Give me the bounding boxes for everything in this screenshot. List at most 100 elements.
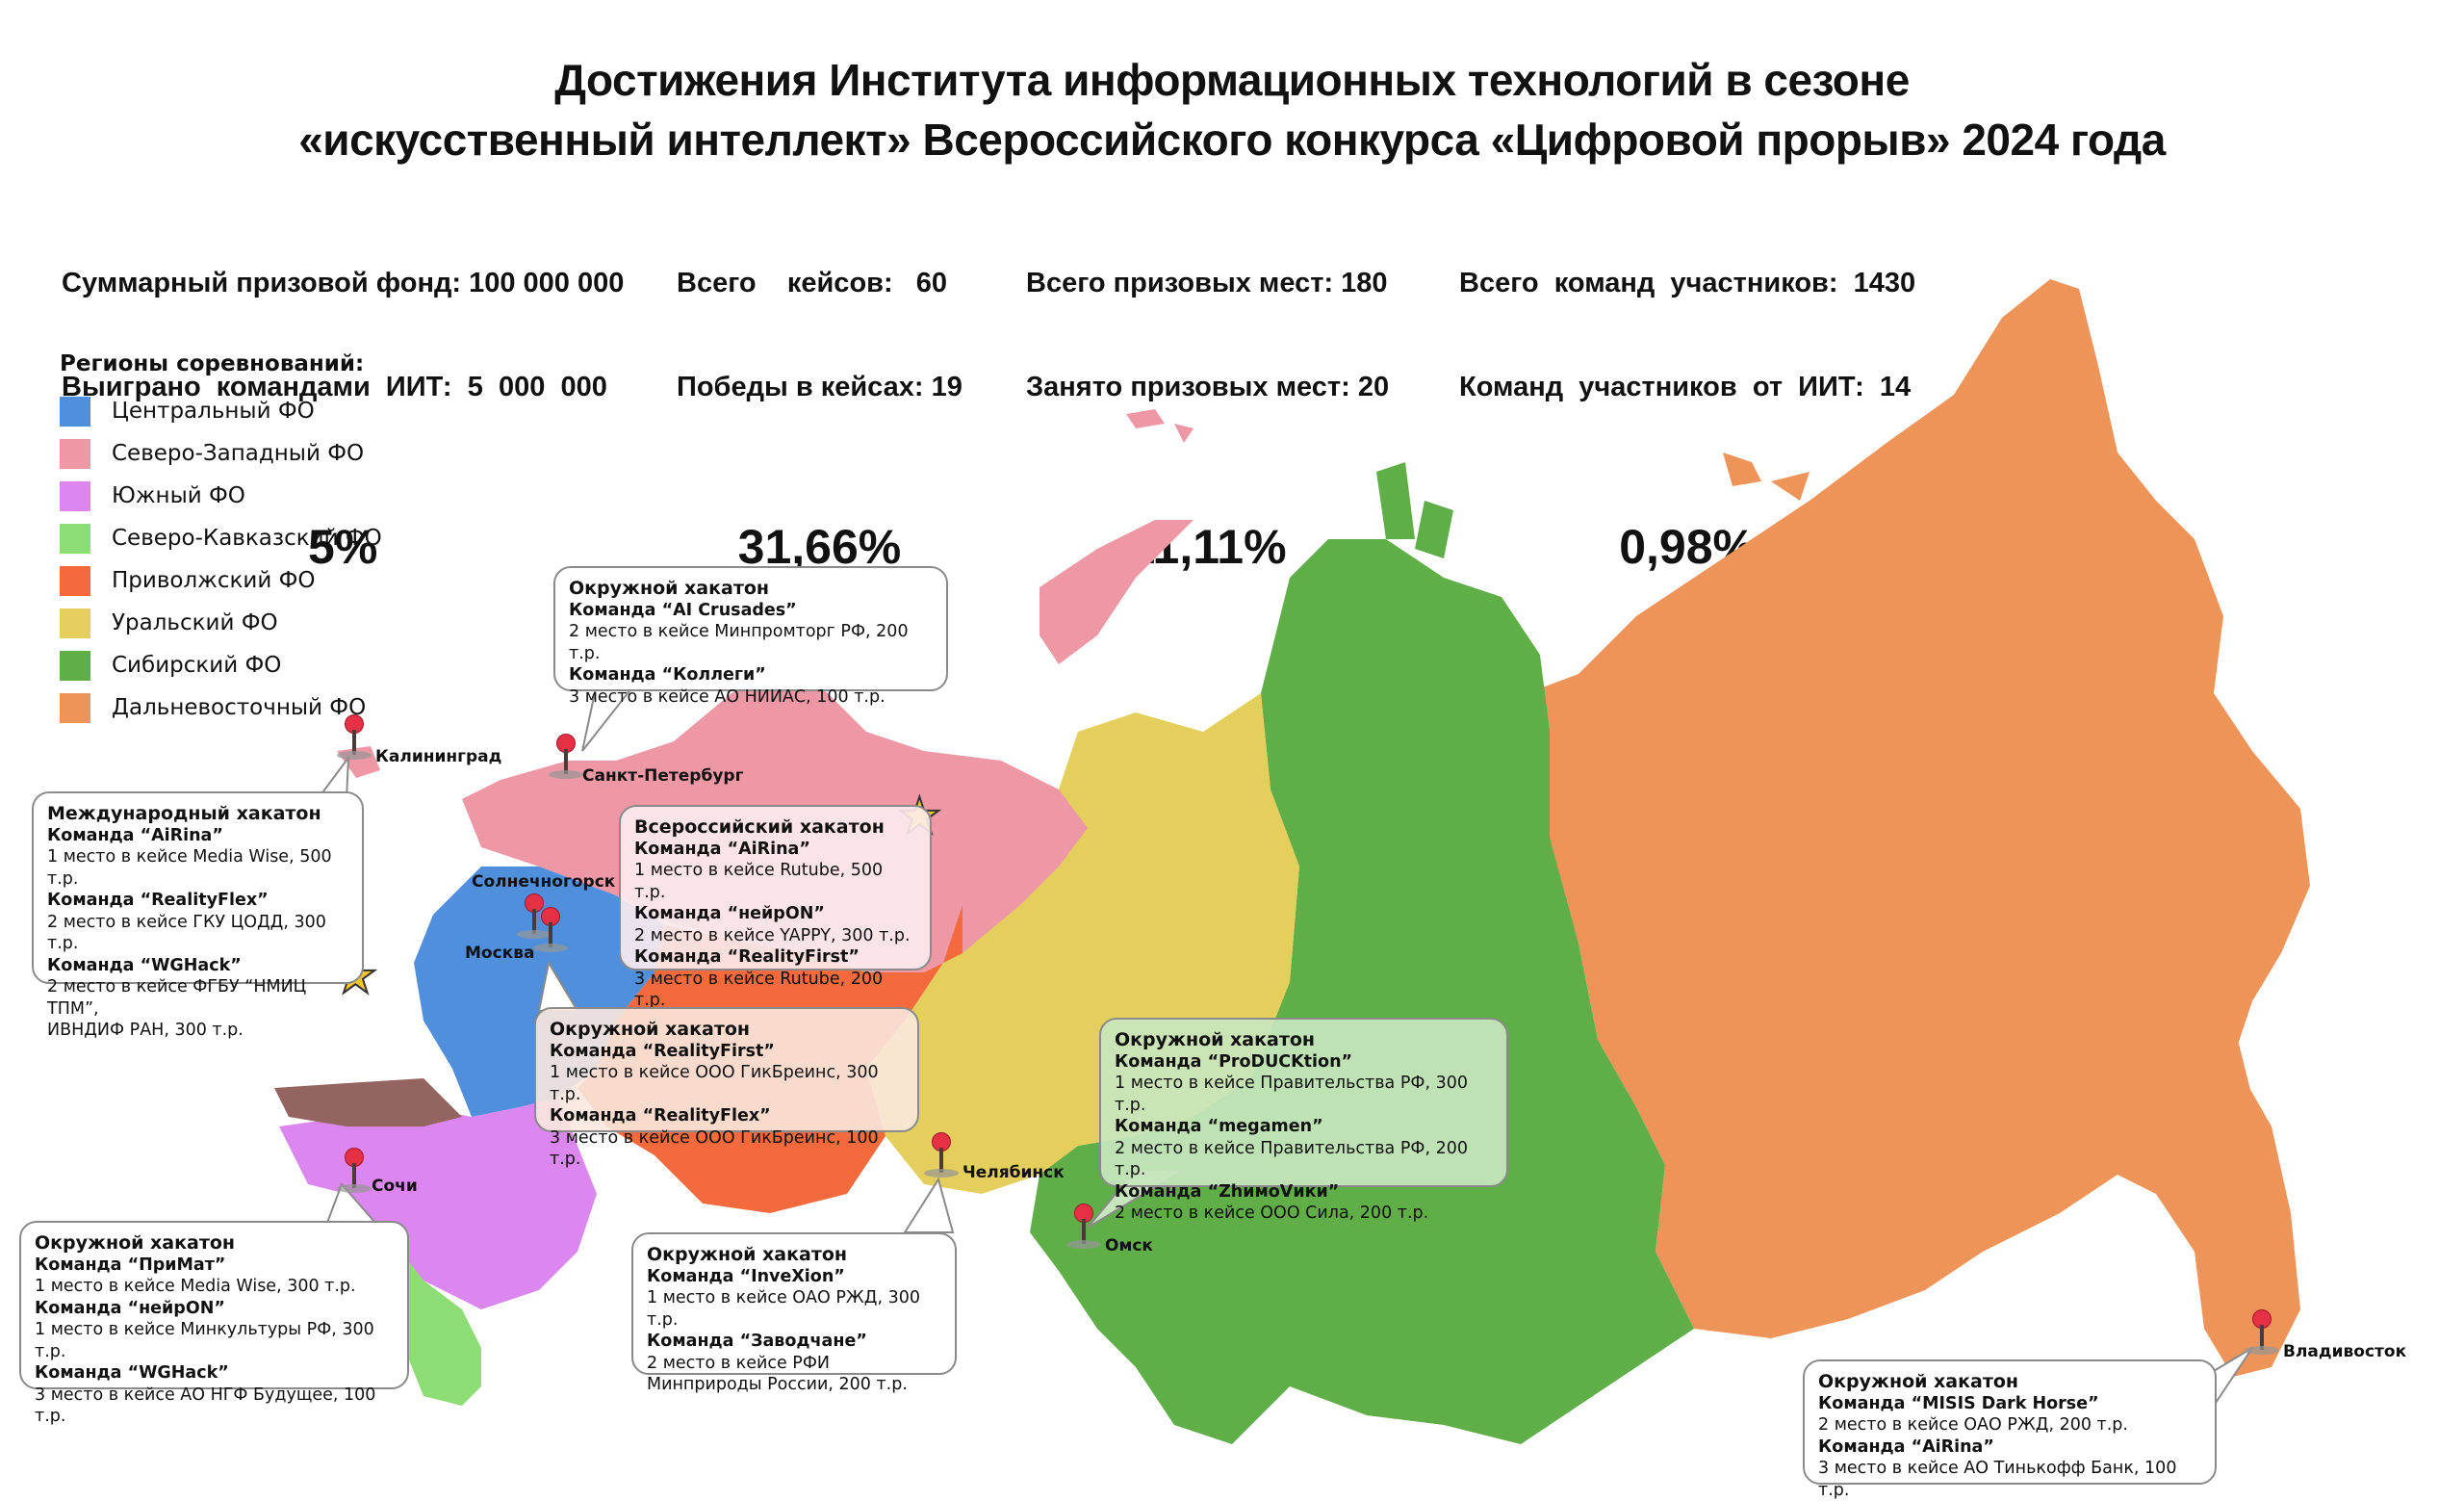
map-pin-icon[interactable] [1066, 1203, 1101, 1249]
severnaya-zemlya [1376, 462, 1453, 558]
team-result: 2 место в кейсе РФИ [647, 1353, 830, 1373]
stat-line: Суммарный призовой фонд: 100 000 000 [62, 268, 625, 298]
team-name: Команда “WGHack” [35, 1363, 229, 1383]
callout-heading: Международный хакатон [47, 803, 321, 824]
team-name: Команда “RealityFirst” [634, 947, 860, 967]
callout-omsk: Окружной хакатон Команда “ProDUCKtion” 1… [1099, 1018, 1508, 1223]
map-pin-icon[interactable] [337, 1148, 372, 1193]
legend-item-north-caucasus: Северо-Кавказский ФО [60, 517, 382, 559]
team-result: Минприроды России, 200 т.р. [647, 1375, 908, 1394]
team-name: Команда “нейрON” [35, 1298, 225, 1318]
legend-label: Приволжский ФО [112, 568, 316, 593]
city-label-chelyabinsk: Челябинск [962, 1163, 1065, 1182]
team-name: Команда “Коллеги” [569, 665, 766, 685]
callout-heading: Окружной хакатон [569, 578, 770, 599]
team-name: Команда “megamen” [1115, 1117, 1323, 1136]
map-pin-icon[interactable] [517, 893, 552, 939]
stat-line: Всего кейсов: 60 [677, 268, 948, 298]
legend: Регионы соревнований: Центральный ФО Сев… [60, 351, 382, 729]
city-label-kaliningrad: Калининград [375, 747, 502, 766]
team-result: 2 место в кейсе ООО Сила, 200 т.р. [1115, 1203, 1429, 1223]
page-title: Достижения Института информационных техн… [0, 50, 2464, 169]
stat-line: Команд участников от ИИТ: 14 [1459, 372, 1912, 402]
legend-label: Дальневосточный ФО [112, 695, 367, 720]
team-result: 3 место в кейсе АО НГФ Будущее, 100 т.р. [35, 1385, 376, 1427]
legend-item-northwest: Северо-Западный ФО [60, 432, 382, 475]
stat-line: Всего призовых мест: 180 [1026, 268, 1388, 298]
legend-item-volga: Приволжский ФО [60, 559, 382, 602]
team-name: Команда “AiRina” [1818, 1436, 1994, 1457]
legend-label: Южный ФО [112, 483, 245, 508]
team-result: 3 место в кейсе ООО ГикБреинс, 100 т.р. [550, 1127, 879, 1170]
team-result: 3 место в кейсе АО НИИАС, 100 т.р. [569, 686, 886, 707]
team-result: 2 место в кейсе YAPPY, 300 т.р. [634, 925, 911, 945]
team-result: 2 место в кейсе ГКУ ЦОДД, 300 т.р. [47, 912, 326, 954]
legend-item-south: Южный ФО [60, 475, 382, 517]
team-name: Команда “RealityFirst” [550, 1041, 775, 1061]
stat-line: Занято призовых мест: 20 [1026, 372, 1390, 402]
stat-line: Победы в кейсах: 19 [677, 372, 962, 402]
city-label-omsk: Омск [1105, 1236, 1153, 1255]
map-pin-icon[interactable] [2245, 1309, 2279, 1355]
legend-label: Северо-Кавказский ФО [112, 526, 382, 551]
team-name: Команда “AiRina” [47, 825, 223, 845]
title-line-1: Достижения Института информационных техн… [554, 55, 1910, 105]
team-result: 1 место в кейсе Минкультуры РФ, 300 т.р. [35, 1320, 374, 1361]
legend-label: Северо-Западный ФО [112, 441, 365, 466]
team-name: Команда “ProDUCKtion” [1115, 1051, 1353, 1072]
city-label-spb: Санкт-Петербург [582, 766, 744, 786]
callout-heading: Всероссийский хакатон [634, 816, 885, 838]
callout-heading: Окружной хакатон [550, 1019, 751, 1040]
team-result: 2 место в кейсе Правительства РФ, 200 т.… [1115, 1138, 1468, 1180]
legend-swatch [60, 523, 90, 554]
callout-vladivostok: Окружной хакатон Команда “MISIS Dark Hor… [1803, 1359, 2217, 1500]
region-far-east [1540, 279, 2310, 1377]
map-pin-icon[interactable] [924, 1132, 959, 1178]
region-siberia [1030, 539, 1694, 1444]
team-result: 2 место в кейсе ФГБУ “НМИЦ ТПМ”, [47, 977, 307, 1019]
team-result: ИВНДИФ РАН, 300 т.р. [47, 1021, 244, 1040]
team-name: Команда “Заводчане” [647, 1332, 867, 1351]
team-name: Команда “RealityFlex” [47, 891, 269, 910]
callout-sochi: Окружной хакатон Команда “ПриМат” 1 мест… [19, 1221, 409, 1426]
legend-item-central: Центральный ФО [60, 390, 382, 432]
team-result: 1 место в кейсе Media Wise, 500 т.р. [47, 847, 332, 889]
callout-moscow: Окружной хакатон Команда “RealityFirst” … [534, 1007, 919, 1169]
team-result: 3 место в кейсе Rutube, 200 т.р. [634, 969, 884, 1011]
team-name: Команда “WGHack” [47, 955, 242, 975]
legend-swatch [60, 565, 90, 596]
legend-swatch [60, 438, 90, 469]
city-label-vladivostok: Владивосток [2283, 1342, 2407, 1361]
legend-label: Уральский ФО [112, 610, 278, 635]
map-pin-icon[interactable] [337, 714, 372, 760]
team-name: Команда “InveXion” [647, 1266, 845, 1286]
callout-heading: Окружной хакатон [647, 1244, 848, 1265]
team-name: Команда “AI Crusades” [569, 600, 797, 620]
legend-swatch [60, 396, 90, 427]
city-label-moscow: Москва [465, 944, 535, 963]
callout-heading: Окружной хакатон [35, 1232, 236, 1254]
team-name: Команда “MISIS Dark Horse” [1818, 1393, 2099, 1413]
callout-solnechnogorsk: Всероссийский хакатон Команда “AiRina” 1… [619, 805, 932, 1010]
title-line-2: «искусственный интеллект» Всероссийского… [298, 115, 2166, 165]
team-result: 3 место в кейсе АО Тинькофф Банк, 100 т.… [1818, 1459, 2177, 1500]
callout-kaliningrad: Международный хакатон Команда “AiRina” 1… [32, 791, 364, 1040]
team-result: 1 место в кейсе ООО ГикБреинс, 300 т.р. [550, 1063, 879, 1104]
city-label-sochi: Сочи [372, 1177, 418, 1196]
map-pin-icon[interactable] [549, 734, 583, 779]
novaya-zemlya [1040, 520, 1194, 664]
legend-swatch [60, 608, 90, 638]
team-name: Команда “нейрON” [634, 904, 825, 923]
team-result: 1 место в кейсе Правительства РФ, 300 т.… [1115, 1074, 1468, 1115]
franz-josef [1126, 409, 1194, 443]
callout-spb: Окружной хакатон Команда “AI Crusades” 2… [553, 566, 948, 707]
chukotka-islands [1723, 453, 1810, 501]
team-result: 1 место в кейсе ОАО РЖД, 300 т.р. [647, 1288, 920, 1330]
team-name: Команда “ZhимоVики” [1115, 1181, 1340, 1202]
legend-swatch [60, 692, 90, 723]
stat-cases: Всего кейсов: 60 Победы в кейсах: 19 31,… [677, 196, 962, 610]
map-pin-icon[interactable] [533, 907, 568, 952]
team-result: 1 место в кейсе Media Wise, 300 т.р. [35, 1277, 356, 1296]
legend-swatch [60, 480, 90, 511]
stat-prize-fund: Суммарный призовой фонд: 100 000 000 Выи… [62, 196, 624, 610]
